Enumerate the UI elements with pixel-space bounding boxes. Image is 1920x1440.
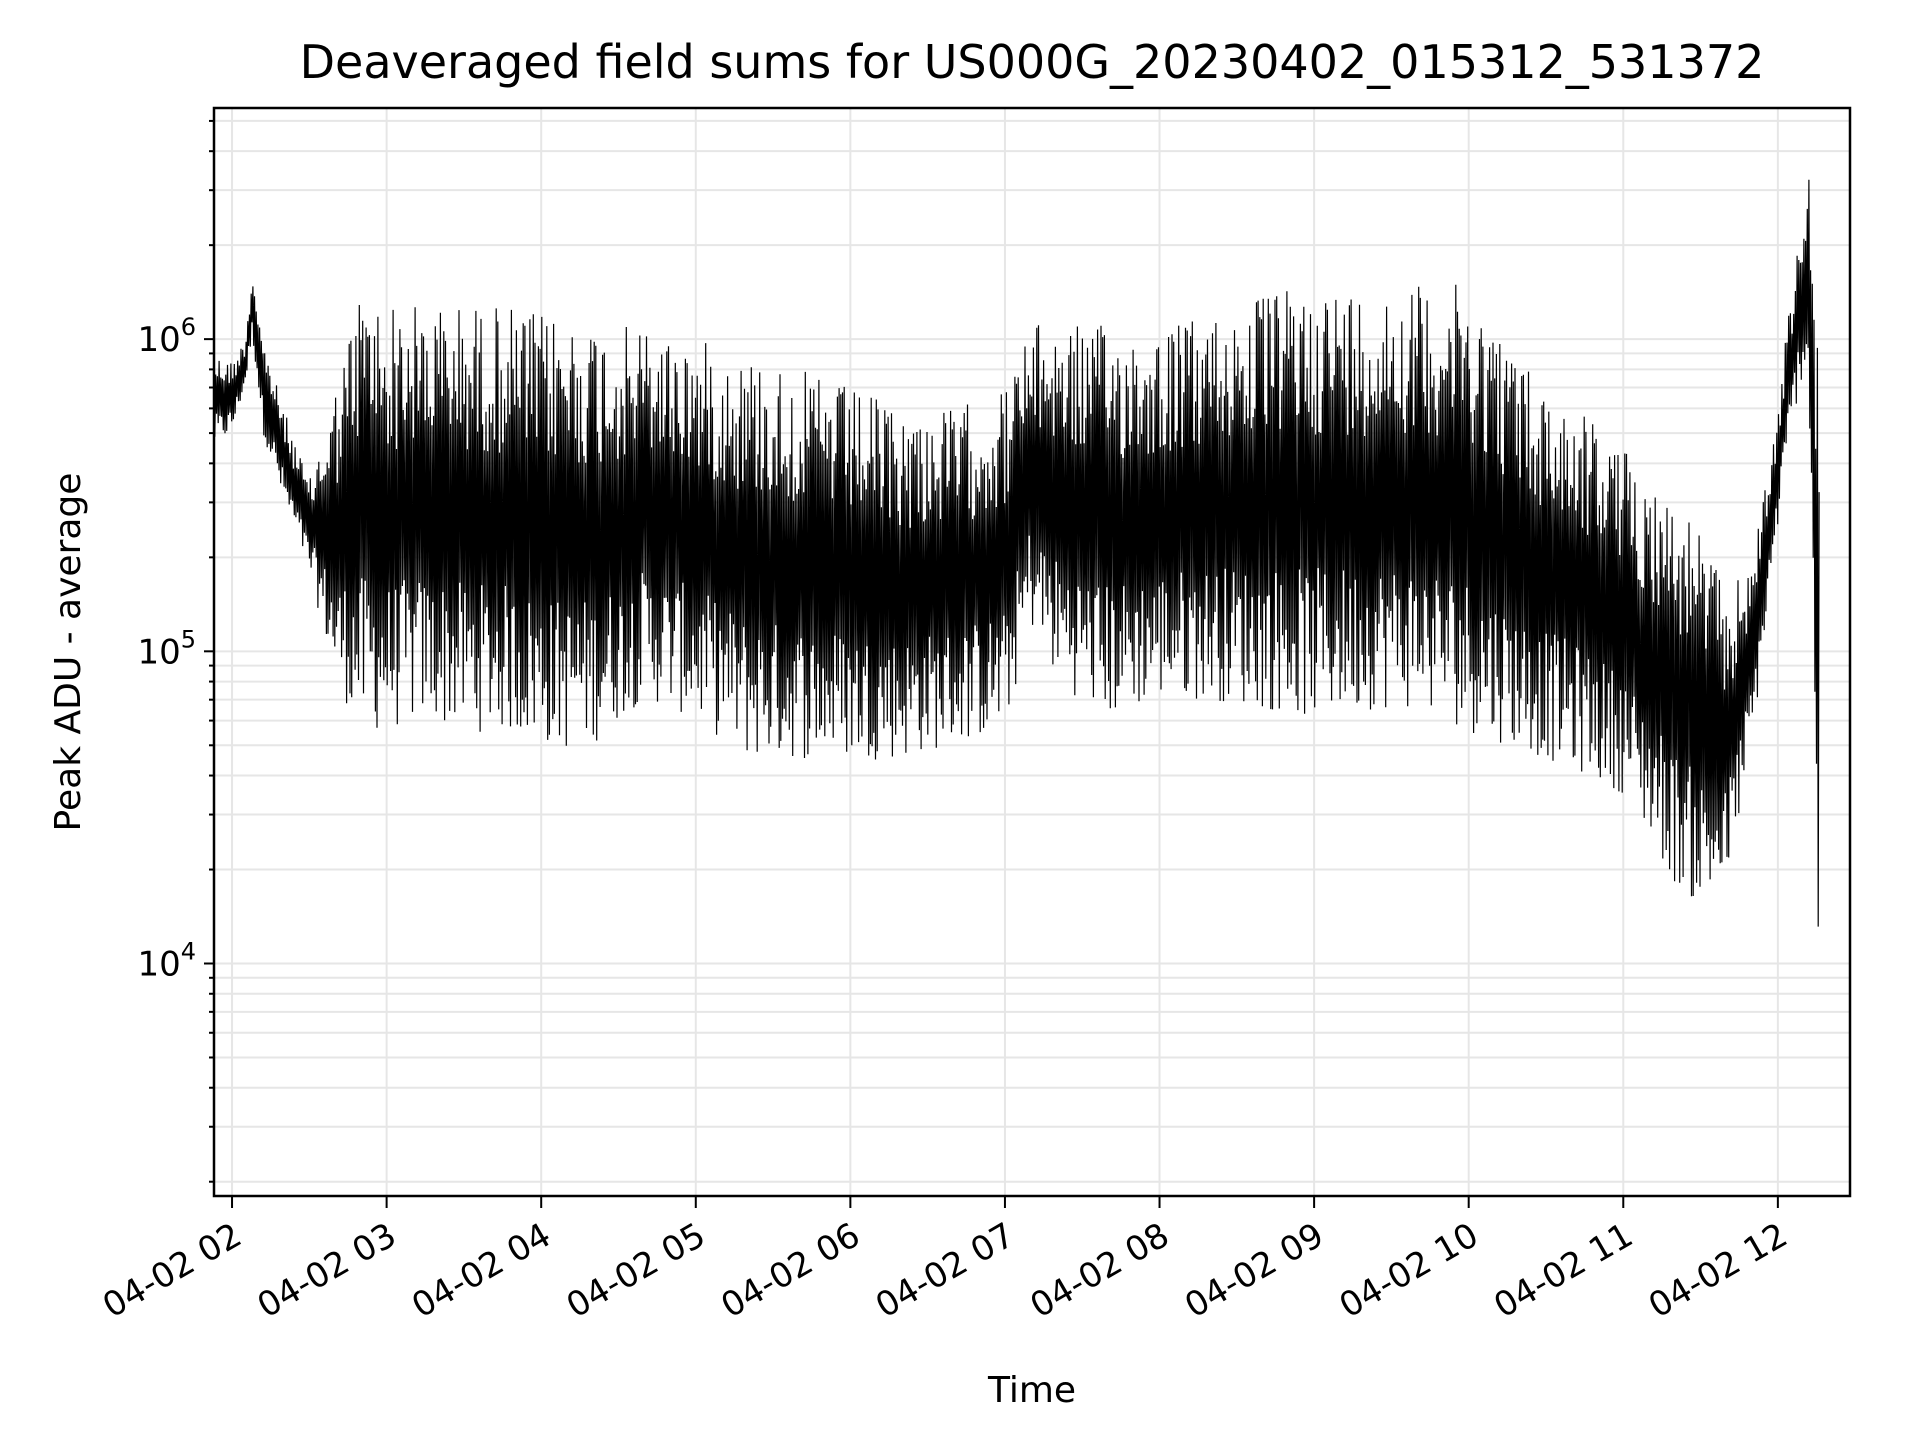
y-tick-label: 106 (137, 313, 196, 360)
x-axis-label: Time (987, 1370, 1076, 1411)
y-tick-label: 104 (137, 938, 196, 985)
y-axis-label: Peak ADU - average (48, 473, 89, 832)
series-layer (213, 179, 1820, 927)
series-trace (213, 179, 1820, 927)
y-tick-label: 105 (137, 625, 196, 672)
chart-title: Deaveraged field sums for US000G_2023040… (300, 35, 1765, 89)
